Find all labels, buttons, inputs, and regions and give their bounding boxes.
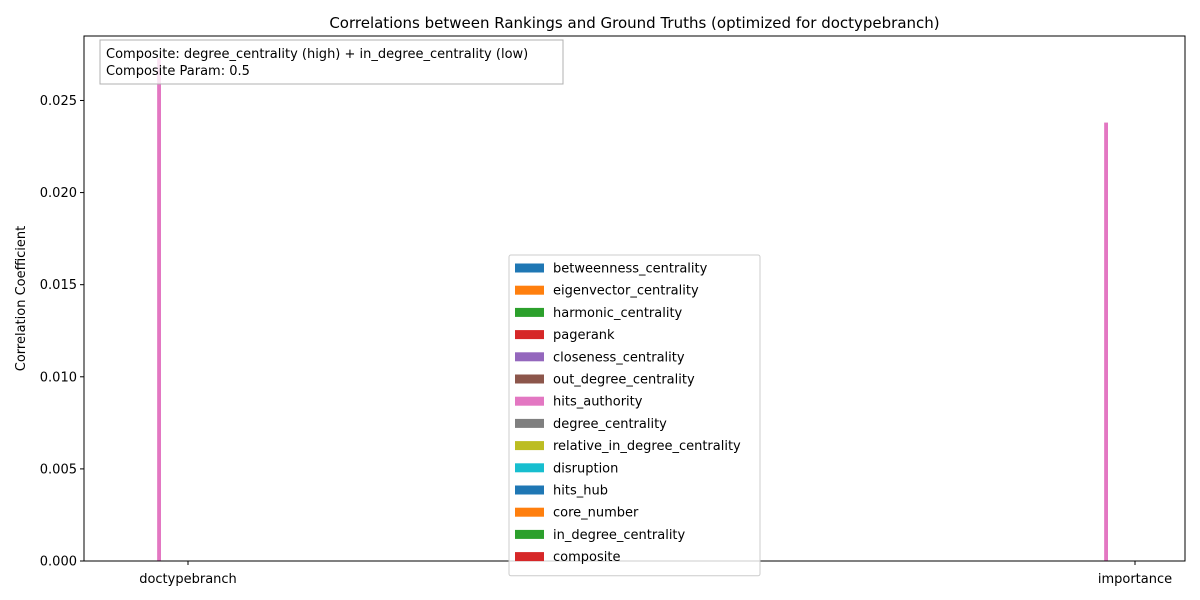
x-axis: doctypebranch importance xyxy=(139,561,1172,587)
legend-swatch-betweenness_centrality xyxy=(515,263,544,273)
annotation-line-2: Composite Param: 0.5 xyxy=(106,64,250,79)
x-tick-label-importance: importance xyxy=(1098,572,1172,587)
legend-swatch-hits_hub xyxy=(515,485,544,495)
legend-label-degree_centrality: degree_centrality xyxy=(553,417,667,432)
bar-hits_authority-doctypebranch xyxy=(157,58,161,562)
legend-box xyxy=(508,254,761,577)
legend-label-hits_authority: hits_authority xyxy=(553,395,643,410)
annotation-line-1: Composite: degree_centrality (high) + in… xyxy=(106,47,528,62)
legend-swatch-core_number xyxy=(515,507,544,517)
legend-swatch-pagerank xyxy=(515,330,544,340)
legend-swatch-in_degree_centrality xyxy=(515,529,544,539)
bars-group xyxy=(157,58,1108,562)
legend-label-betweenness_centrality: betweenness_centrality xyxy=(553,262,708,277)
legend: betweenness_centrality eigenvector_centra… xyxy=(508,254,761,577)
bar-hits_authority-importance xyxy=(1104,122,1108,561)
legend-label-pagerank: pagerank xyxy=(553,328,615,343)
y-axis: 0.000 0.005 0.010 0.015 0.020 0.025 xyxy=(40,94,84,570)
y-axis-label: Correlation Coefficient xyxy=(14,226,29,372)
legend-label-eigenvector_centrality: eigenvector_centrality xyxy=(553,284,699,299)
legend-label-harmonic_centrality: harmonic_centrality xyxy=(553,306,683,321)
x-tick-label-doctypebranch: doctypebranch xyxy=(139,572,237,587)
legend-swatch-hits_authority xyxy=(515,396,544,406)
legend-label-closeness_centrality: closeness_centrality xyxy=(553,350,685,365)
legend-swatch-closeness_centrality xyxy=(515,352,544,362)
composite-annotation: Composite: degree_centrality (high) + in… xyxy=(99,39,564,85)
legend-swatch-relative_in_degree_centrality xyxy=(515,441,544,451)
legend-swatch-harmonic_centrality xyxy=(515,307,544,317)
chart-title: Correlations between Rankings and Ground… xyxy=(329,14,939,32)
legend-label-hits_hub: hits_hub xyxy=(553,484,608,499)
annotation-box xyxy=(99,39,564,85)
legend-label-composite: composite xyxy=(553,550,620,565)
legend-label-out_degree_centrality: out_degree_centrality xyxy=(553,373,695,388)
legend-label-relative_in_degree_centrality: relative_in_degree_centrality xyxy=(553,439,741,454)
y-tick-label: 0.025 xyxy=(40,94,77,109)
legend-label-core_number: core_number xyxy=(553,506,639,521)
legend-label-in_degree_centrality: in_degree_centrality xyxy=(553,528,686,543)
y-tick-label: 0.000 xyxy=(40,555,77,570)
legend-swatch-eigenvector_centrality xyxy=(515,285,544,295)
legend-swatch-disruption xyxy=(515,463,544,473)
legend-label-disruption: disruption xyxy=(553,461,618,476)
y-tick-label: 0.015 xyxy=(40,278,77,293)
y-tick-label: 0.010 xyxy=(40,370,77,385)
legend-swatch-out_degree_centrality xyxy=(515,374,544,384)
legend-swatch-composite xyxy=(515,552,544,562)
legend-swatch-degree_centrality xyxy=(515,418,544,428)
y-tick-label: 0.020 xyxy=(40,186,77,201)
y-tick-label: 0.005 xyxy=(40,462,77,477)
